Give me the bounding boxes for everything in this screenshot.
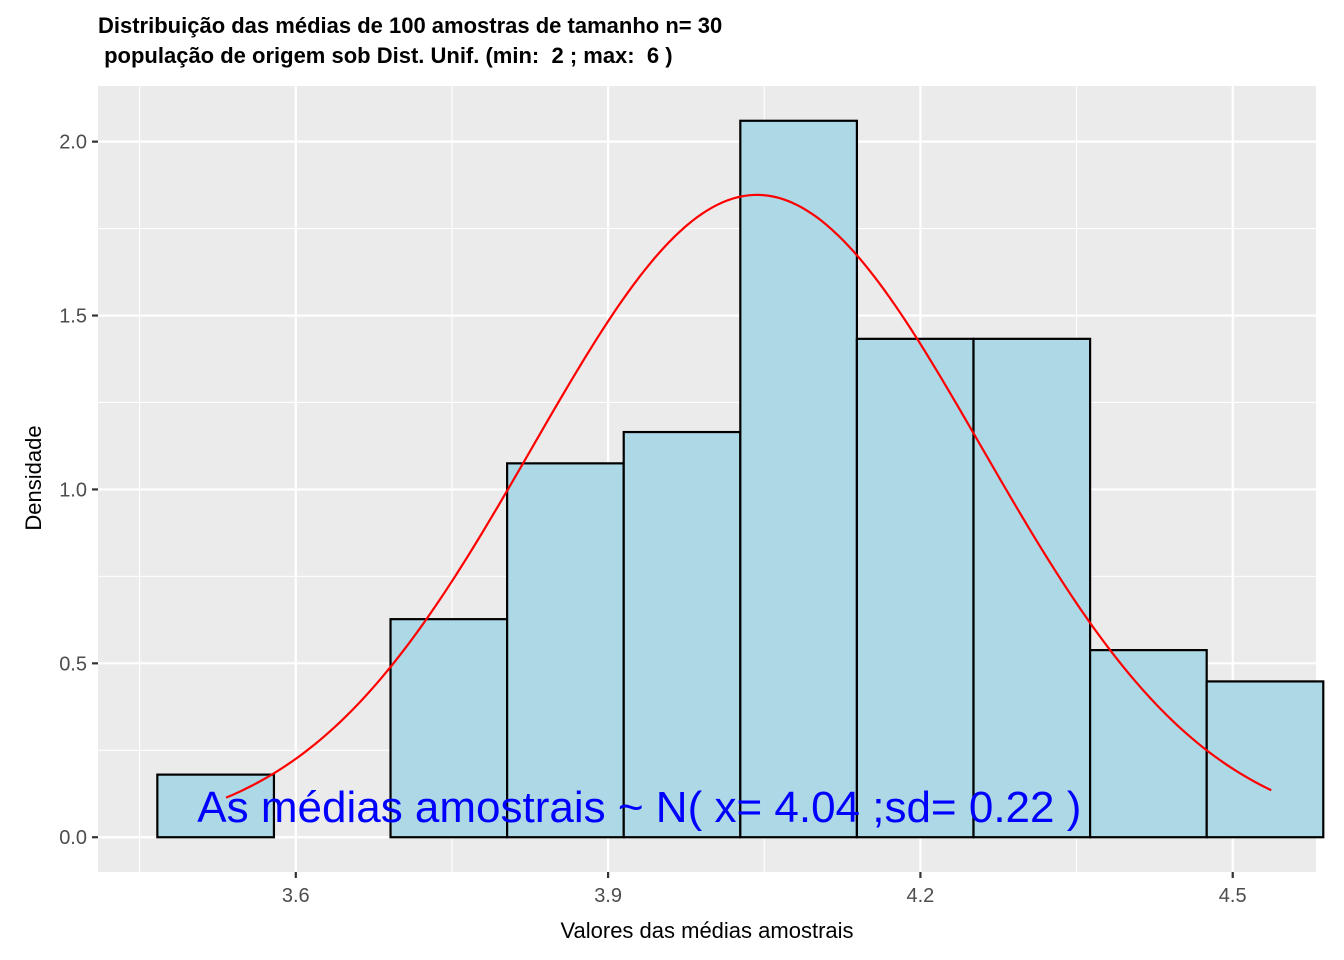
y-tick-label-1: 0.5: [59, 653, 87, 675]
x-tick-label-0: 3.6: [282, 885, 310, 907]
histogram-bar-0: [156, 773, 276, 839]
chart-title: Distribuição das médias de 100 amostras …: [98, 13, 722, 38]
y-tick-label-0: 0.0: [59, 827, 87, 849]
histogram-bar-6: [855, 337, 975, 839]
x-tick-label-1: 3.9: [594, 885, 622, 907]
normal-density-curve: [225, 193, 1272, 799]
x-tick-label-3: 4.5: [1219, 885, 1247, 907]
histogram-bar-9: [1205, 680, 1325, 839]
x-axis-title: Valores das médias amostrais: [560, 918, 853, 943]
y-tick-label-3: 1.5: [59, 306, 87, 328]
histogram-bar-5: [739, 119, 859, 839]
chart-subtitle: população de origem sob Dist. Unif. (min…: [98, 43, 673, 68]
histogram-bar-2: [389, 618, 509, 839]
histogram-bar-7: [972, 337, 1092, 839]
distribution-annotation: As médias amostrais ~ N( x= 4.04 ;sd= 0.…: [197, 783, 1081, 832]
y-axis-title: Densidade: [21, 425, 46, 530]
x-tick-label-2: 4.2: [907, 885, 935, 907]
histogram-bar-3: [506, 462, 625, 839]
histogram-bar-8: [1088, 649, 1208, 839]
y-tick-label-4: 2.0: [59, 132, 87, 154]
histogram-bar-4: [622, 430, 742, 839]
y-axis-ticks: 0.0 0.5 1.0 1.5 2.0: [59, 132, 98, 849]
x-axis-ticks: 3.6 3.9 4.2 4.5: [282, 872, 1247, 907]
y-tick-label-2: 1.0: [59, 479, 87, 501]
histogram-bars: [156, 119, 1325, 839]
